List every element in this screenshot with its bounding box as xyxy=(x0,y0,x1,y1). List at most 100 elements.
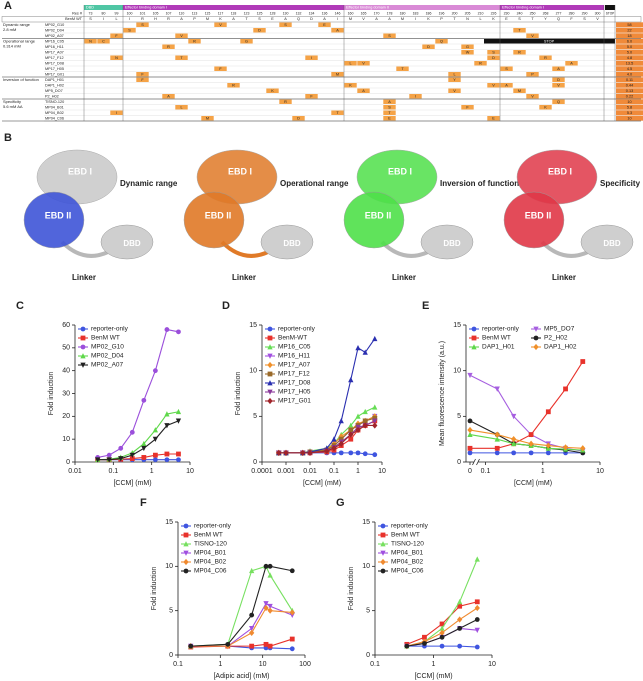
y-tick-label: 0 xyxy=(253,459,257,466)
mutation-aa: M xyxy=(518,89,521,93)
legend-label: reporter-only xyxy=(482,326,520,333)
fold-cell xyxy=(616,88,643,94)
marker xyxy=(467,426,473,434)
x-tick-label: 1 xyxy=(356,468,360,475)
mutation-cell xyxy=(110,110,123,115)
x-tick-label: 1 xyxy=(541,468,545,475)
fold-cell xyxy=(616,71,643,77)
mutation-cell xyxy=(175,55,188,60)
residue-number: 186 xyxy=(426,11,432,15)
mutation-cell xyxy=(552,99,565,104)
marker xyxy=(457,603,463,609)
marker xyxy=(372,415,378,421)
row-name: MP04_B02 xyxy=(45,111,64,115)
row-name: DAP1_H01 xyxy=(45,78,64,82)
residue-number: 226 xyxy=(491,11,497,15)
marker xyxy=(267,371,273,377)
marker xyxy=(457,643,463,649)
mutation-aa: A xyxy=(167,94,170,98)
marker xyxy=(183,550,189,556)
residue-number: 118 xyxy=(231,11,237,15)
mutation-cell xyxy=(500,83,513,88)
marker xyxy=(380,532,386,538)
x-tick-label: 1 xyxy=(150,468,154,475)
dbd-label: DBD xyxy=(283,239,301,248)
mutation-aa: V xyxy=(557,83,560,87)
ebd1-label: EBD I xyxy=(228,166,252,176)
legend-label: MP16_H11 xyxy=(278,353,310,360)
domain-label: Effector binding domain I xyxy=(502,6,544,10)
marker xyxy=(457,598,463,605)
row-name: MP02_D04 xyxy=(45,28,64,32)
y-tick-label: 0 xyxy=(169,652,173,659)
ebd2-domain xyxy=(343,191,405,249)
legend-label: BenM-WT xyxy=(278,335,307,342)
mutation-aa: R xyxy=(284,100,287,104)
marker xyxy=(380,558,386,566)
marker xyxy=(267,353,273,359)
mutation-aa: D xyxy=(297,116,300,120)
y-tick-label: 10 xyxy=(453,368,461,375)
mutation-cell xyxy=(162,94,175,99)
marker xyxy=(348,450,354,456)
marker xyxy=(348,431,354,438)
legend-label: reporter-only xyxy=(91,326,129,333)
legend-label: reporter-only xyxy=(278,326,316,333)
group-name: Inversion of function xyxy=(3,77,39,82)
wt-residue: A xyxy=(180,17,183,21)
legend-label: MP04_C06 xyxy=(194,568,227,575)
ebd2-label: EBD II xyxy=(205,210,232,220)
marker xyxy=(183,532,189,538)
mutation-aa: R xyxy=(544,56,547,60)
marker xyxy=(249,643,255,649)
domain-band xyxy=(500,5,604,10)
mutation-aa: E xyxy=(388,116,391,120)
mutation-cell xyxy=(396,66,409,71)
mutation-aa: S xyxy=(388,105,391,109)
x-tick-label: 10 xyxy=(488,661,496,668)
row-name: MP17_G01 xyxy=(45,72,64,76)
y-axis-title: Fold induction xyxy=(235,372,242,416)
mutation-aa: V xyxy=(531,34,534,38)
x-tick-label: 0.1 xyxy=(173,661,183,668)
marker xyxy=(372,422,378,429)
fold-value: 4.5 xyxy=(627,67,632,71)
mutation-cell xyxy=(552,77,565,82)
mutation-aa: A xyxy=(505,83,508,87)
marker xyxy=(467,445,473,451)
residue-number: 107 xyxy=(166,11,172,15)
mutation-cell xyxy=(331,110,344,115)
row-name: MP04_B01 xyxy=(45,105,64,109)
marker xyxy=(467,450,473,456)
x-axis-title: [CCM] (mM) xyxy=(514,480,552,487)
mutation-aa: W xyxy=(466,50,470,54)
marker xyxy=(467,418,473,424)
residue-number: 300 xyxy=(595,11,601,15)
marker xyxy=(348,376,354,383)
mutation-cell xyxy=(487,116,500,121)
marker xyxy=(183,523,189,529)
mutation-cell xyxy=(162,44,175,49)
marker xyxy=(422,641,427,646)
residue-number: 128 xyxy=(270,11,276,15)
mutation-aa: S xyxy=(128,28,131,32)
legend-label: MP04_C06 xyxy=(391,568,424,575)
marker xyxy=(355,344,361,351)
y-tick-label: 10 xyxy=(249,368,257,375)
mutation-cell xyxy=(279,22,292,27)
mutation-cell xyxy=(409,94,422,99)
marker xyxy=(164,423,170,429)
stop-header xyxy=(605,5,615,10)
mutation-aa: V xyxy=(492,83,495,87)
domain-label: DBD xyxy=(86,6,94,10)
linker-label: Linker xyxy=(552,273,576,282)
marker xyxy=(249,626,255,632)
fold-value: 0.11 xyxy=(626,78,633,82)
fold-value: 4.8 xyxy=(627,56,632,60)
x-tick-label: 0.1 xyxy=(370,661,380,668)
mutation-cell xyxy=(136,72,149,77)
wt-residue: I xyxy=(129,17,130,21)
series-line xyxy=(190,565,293,647)
legend-label: BenM WT xyxy=(482,335,511,342)
x-tick-label: 0.01 xyxy=(68,468,82,475)
